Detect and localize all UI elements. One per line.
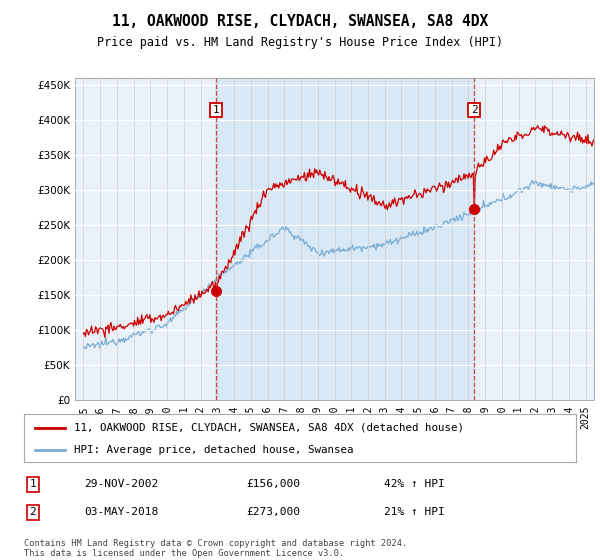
Bar bbox=[216, 78, 474, 400]
Text: 42% ↑ HPI: 42% ↑ HPI bbox=[384, 479, 445, 489]
Text: 11, OAKWOOD RISE, CLYDACH, SWANSEA, SA8 4DX: 11, OAKWOOD RISE, CLYDACH, SWANSEA, SA8 … bbox=[112, 14, 488, 29]
Text: 03-MAY-2018: 03-MAY-2018 bbox=[84, 507, 158, 517]
Text: 1: 1 bbox=[212, 105, 219, 115]
Text: 1: 1 bbox=[29, 479, 37, 489]
Text: 11, OAKWOOD RISE, CLYDACH, SWANSEA, SA8 4DX (detached house): 11, OAKWOOD RISE, CLYDACH, SWANSEA, SA8 … bbox=[74, 423, 464, 433]
Text: 2: 2 bbox=[470, 105, 478, 115]
Text: HPI: Average price, detached house, Swansea: HPI: Average price, detached house, Swan… bbox=[74, 445, 353, 455]
Text: £273,000: £273,000 bbox=[246, 507, 300, 517]
Text: 2: 2 bbox=[29, 507, 37, 517]
Text: 21% ↑ HPI: 21% ↑ HPI bbox=[384, 507, 445, 517]
Text: Contains HM Land Registry data © Crown copyright and database right 2024.
This d: Contains HM Land Registry data © Crown c… bbox=[24, 539, 407, 558]
Text: £156,000: £156,000 bbox=[246, 479, 300, 489]
Text: 29-NOV-2002: 29-NOV-2002 bbox=[84, 479, 158, 489]
Text: Price paid vs. HM Land Registry's House Price Index (HPI): Price paid vs. HM Land Registry's House … bbox=[97, 36, 503, 49]
